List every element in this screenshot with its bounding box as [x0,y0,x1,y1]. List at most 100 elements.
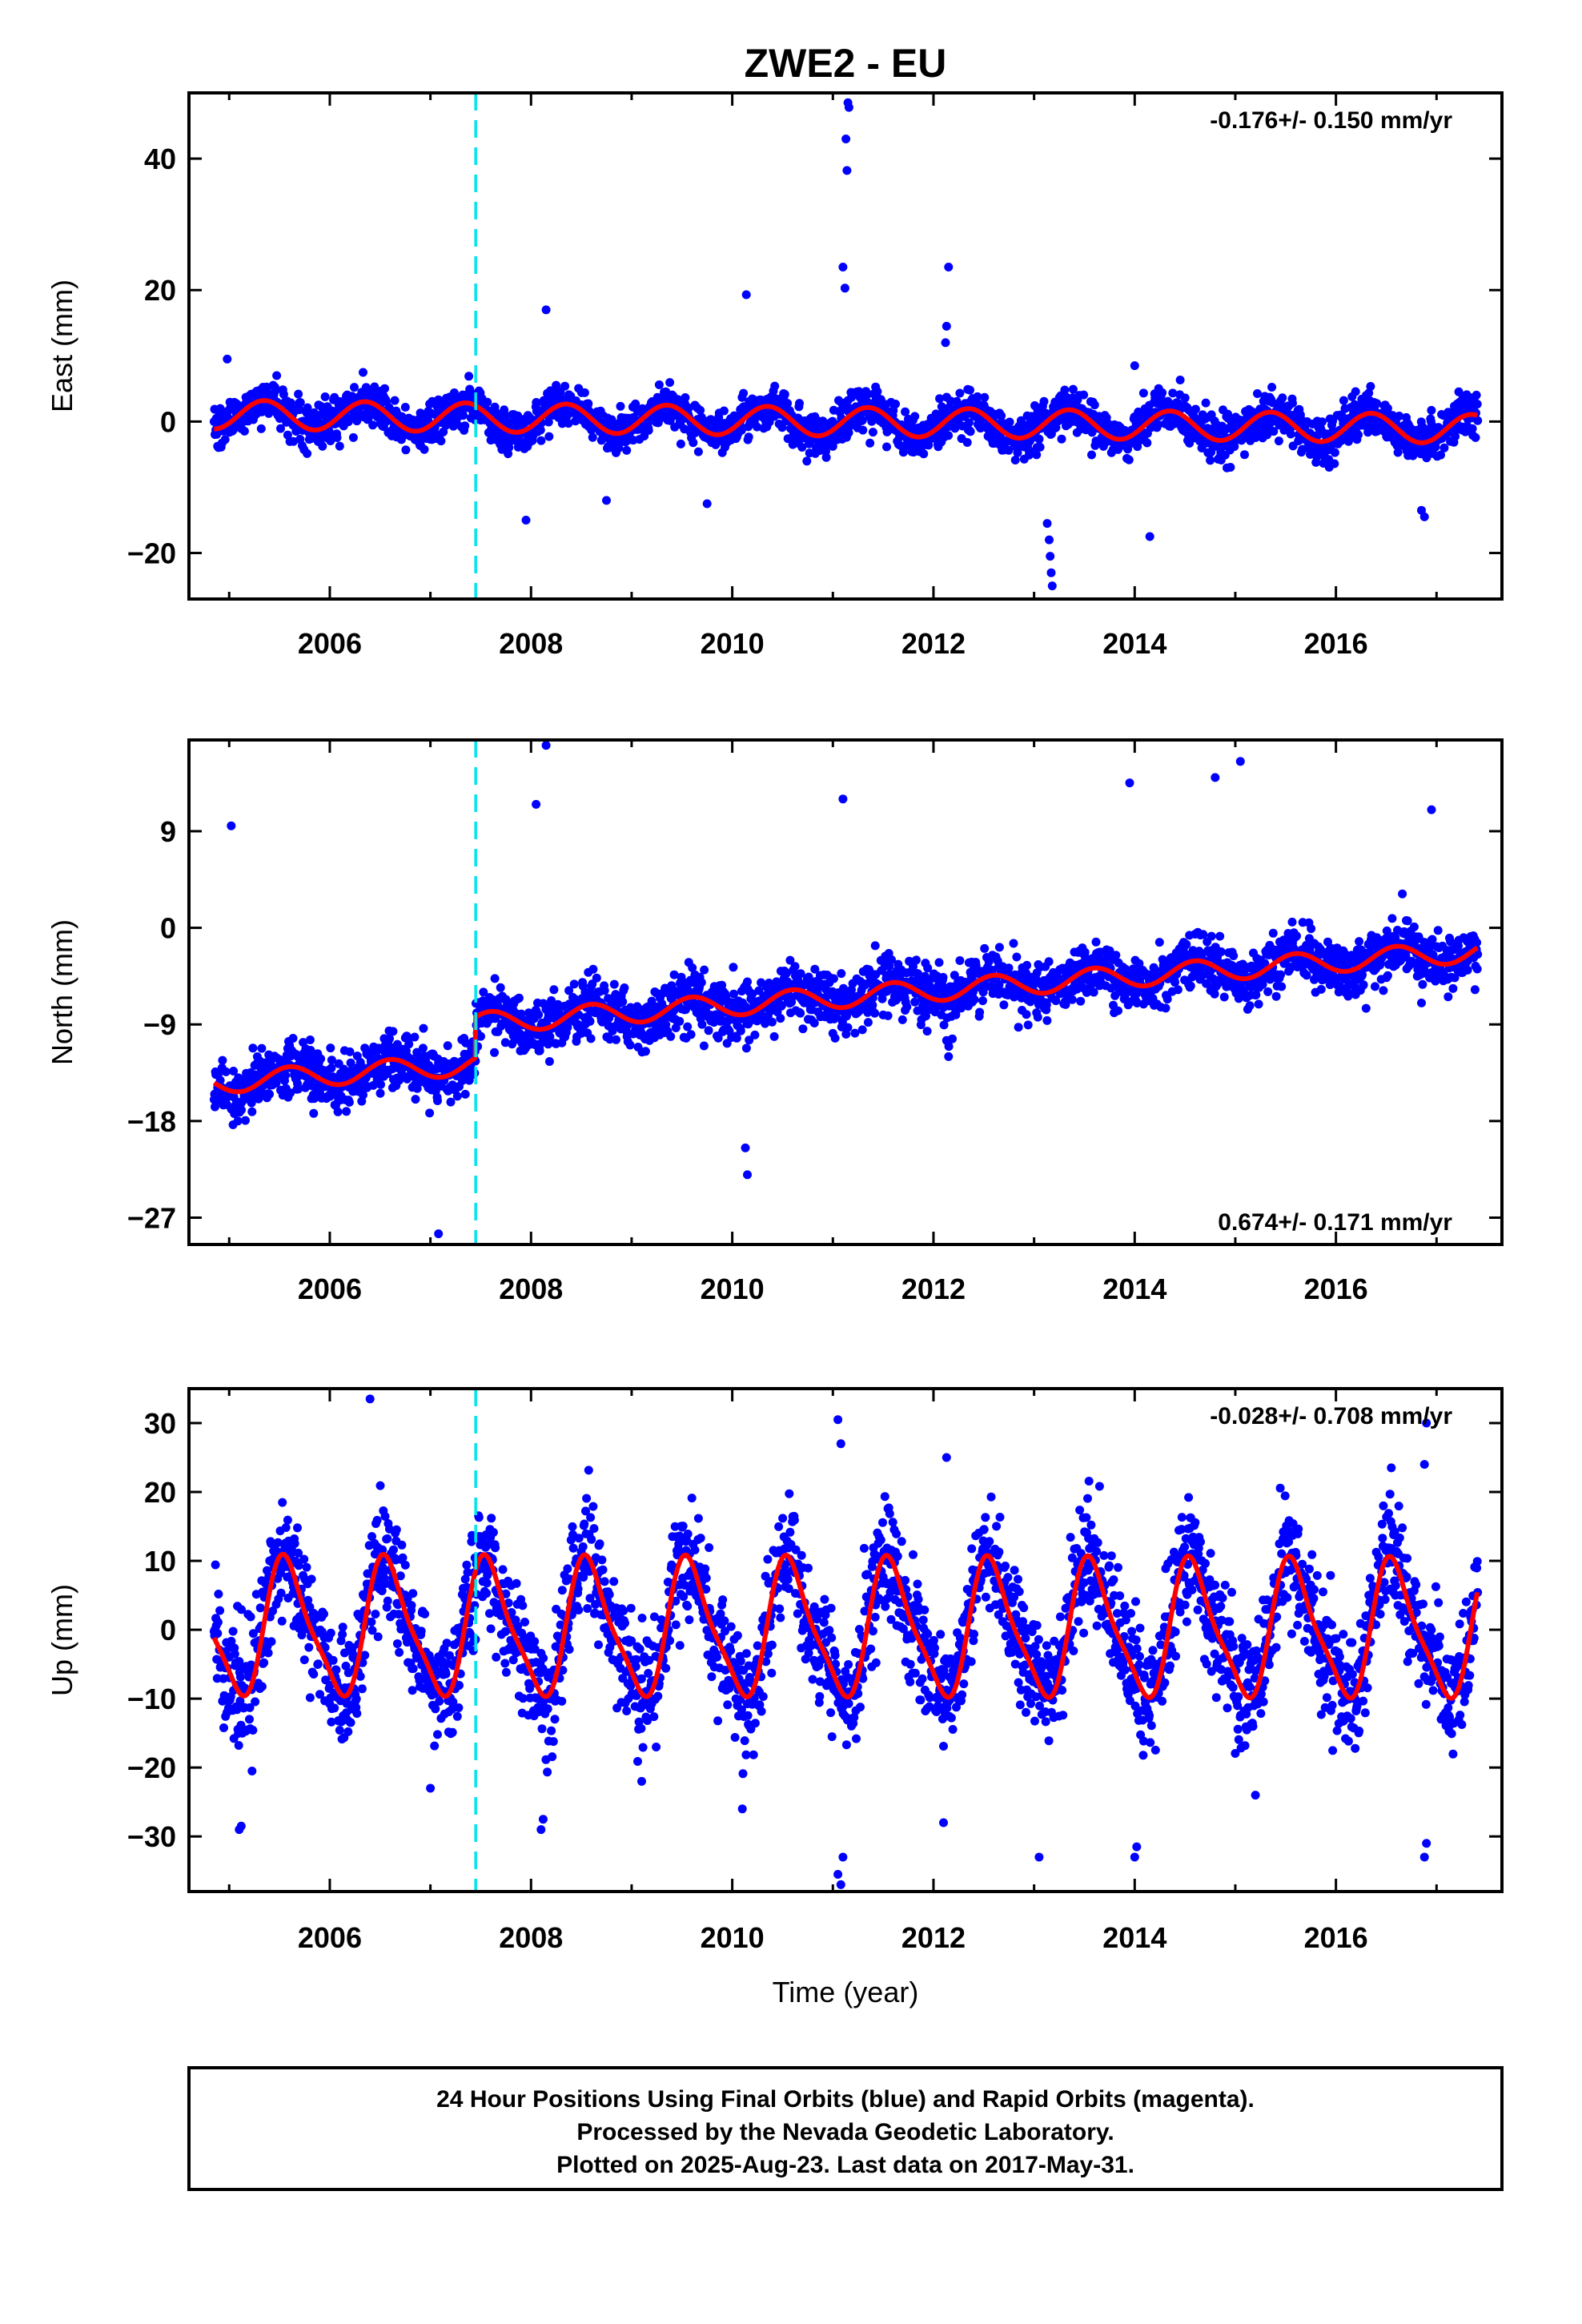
data-point [1427,405,1436,415]
data-point [544,1057,554,1066]
data-point [1013,448,1022,457]
data-point [868,428,877,437]
data-point [1317,417,1327,427]
data-point [975,1007,985,1017]
data-point [1229,951,1239,960]
data-point [585,1016,595,1026]
data-point [536,436,546,445]
data-point [295,405,304,415]
data-point [544,432,554,441]
data-point [910,412,920,421]
data-point [294,389,303,399]
y-tick-label: 20 [144,274,176,307]
data-point [955,956,965,965]
outlier-point [1046,568,1056,577]
data-point [1471,432,1480,442]
data-point [644,425,653,435]
data-point [257,1043,267,1053]
data-point [776,1014,785,1023]
data-point [241,1116,250,1125]
data-point [1067,995,1077,1004]
outlier-point [841,135,851,143]
data-point [326,1043,335,1053]
data-point [314,418,323,428]
data-point [305,1035,315,1044]
data-point [697,978,706,987]
data-point [1216,947,1226,956]
outlier-point [840,283,849,293]
data-point [295,398,305,408]
data-point [798,1024,808,1034]
data-point [1114,1006,1122,1015]
data-point [418,1043,428,1053]
data-point [320,392,330,401]
data-point [1087,450,1096,460]
data-point [978,996,987,1006]
data-point [795,399,804,408]
outlier-point [1047,581,1057,591]
data-point [459,411,468,420]
data-point [1274,436,1283,446]
data-point [496,983,505,992]
data-point [564,419,573,428]
data-point [490,974,500,983]
data-point [534,1010,544,1019]
data-point [654,380,664,389]
data-point [1354,430,1363,440]
data-point [897,1015,907,1024]
outlier-point [541,305,551,315]
data-point [1023,1020,1033,1030]
data-point [857,1025,867,1035]
x-tick-label: 2006 [298,627,362,660]
data-point [281,1071,291,1080]
data-point [1286,429,1295,439]
data-point [1042,1015,1052,1025]
data-point [770,381,780,391]
data-point [464,372,474,381]
data-point [962,438,972,447]
data-point [625,1040,635,1050]
data-point [316,1054,326,1063]
data-point [1267,383,1277,392]
data-point [736,1026,745,1035]
data-point [376,1080,385,1089]
data-point [483,397,492,407]
data-point [901,407,910,416]
data-point [1033,1012,1042,1022]
data-point [256,424,266,433]
data-point [586,1034,596,1043]
data-point [675,1016,685,1026]
data-point [342,1107,351,1116]
data-point [830,1033,840,1043]
data-point [944,431,954,440]
data-point [797,443,807,452]
outlier-point [1042,519,1052,529]
data-point [233,1116,243,1126]
data-point [1138,388,1148,398]
outlier-point [702,499,712,509]
data-point [843,1023,853,1032]
outlier-point [941,338,950,348]
x-tick-label: 2008 [499,627,563,660]
data-point [994,943,1004,952]
y-tick-label: −20 [127,537,176,570]
data-point [1240,450,1249,460]
data-point [388,1027,398,1036]
data-point [862,390,872,400]
data-point [276,424,285,433]
data-point [390,396,400,405]
data-point [911,955,921,965]
data-point [410,1032,420,1042]
data-point [980,392,990,402]
x-tick-label: 2016 [1304,627,1368,660]
data-point [588,964,598,974]
data-point [592,973,601,983]
data-point [368,420,378,430]
data-point [1226,463,1235,472]
data-point [1124,455,1134,464]
data-point [666,1031,676,1041]
data-point [741,1043,751,1053]
data-point [1439,443,1449,452]
data-point [1182,939,1191,949]
data-point [1012,952,1022,962]
